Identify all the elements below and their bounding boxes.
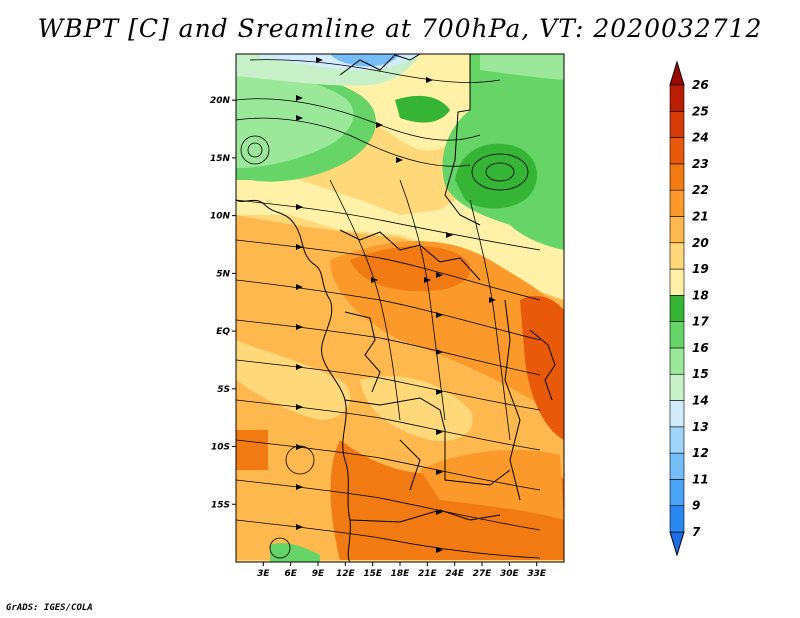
streamline-arrow xyxy=(371,277,378,283)
streamline-arrows xyxy=(296,57,496,553)
colorbar-segment xyxy=(669,479,685,507)
colorbar-label: 22 xyxy=(692,183,709,197)
colorbar-label: 20 xyxy=(692,236,709,250)
wbpt-shading xyxy=(236,54,564,562)
streamline-arrow xyxy=(296,484,303,490)
colorbar-segment xyxy=(669,242,685,270)
colorbar-label: 25 xyxy=(692,104,709,118)
colorbar-segment xyxy=(669,110,685,138)
map-title: WBPT [C] and Sreamline at 700hPa, VT: 20… xyxy=(37,14,763,43)
colorbar-segment xyxy=(669,505,685,533)
x-tick-label: 9E xyxy=(312,569,325,579)
colorbar-label: 11 xyxy=(692,472,709,486)
coastlines xyxy=(236,54,556,562)
streamline-arrow xyxy=(296,115,303,121)
x-tick-label: 21E xyxy=(418,569,438,579)
colorbar-segment xyxy=(669,400,685,428)
streamline-arrow xyxy=(436,547,443,553)
colorbar-segment xyxy=(669,163,685,191)
longitude-axis: 3E 6E 9E 12E 15E 18E 21E 24E 27E 30E 33E xyxy=(257,562,547,579)
colorbar-label: 23 xyxy=(692,157,709,171)
streamline-arrow xyxy=(436,469,443,475)
colorbar-segment xyxy=(669,268,685,296)
streamline-arrow xyxy=(296,404,303,410)
streamline-arrow xyxy=(436,349,443,355)
colorbar-segment xyxy=(669,295,685,322)
colorbar-label: 7 xyxy=(692,525,701,539)
colorbar-label: 9 xyxy=(692,499,700,513)
y-tick-label: 10S xyxy=(211,443,230,453)
x-tick-label: 6E xyxy=(284,569,297,579)
x-tick-label: 24E xyxy=(445,569,465,579)
colorbar-label: 15 xyxy=(692,367,709,381)
y-tick-label: 20N xyxy=(210,96,231,106)
streamline-arrow xyxy=(296,444,303,450)
y-tick-label: EQ xyxy=(216,327,230,337)
colorbar-label: 16 xyxy=(692,341,709,355)
x-tick-label: 33E xyxy=(527,569,547,579)
colorbar-label: 12 xyxy=(692,446,709,460)
colorbar-label: 13 xyxy=(692,420,709,434)
x-tick-label: 12E xyxy=(336,569,356,579)
streamline-arrow xyxy=(296,95,303,101)
colorbar-segment xyxy=(669,189,685,217)
y-tick-label: 5N xyxy=(216,269,230,279)
streamline-arrow xyxy=(489,297,496,303)
x-tick-label: 18E xyxy=(391,569,411,579)
streamline-arrow xyxy=(436,312,443,318)
y-tick-label: 5S xyxy=(217,385,230,395)
streamline-arrow xyxy=(436,389,443,395)
streamline-arrow xyxy=(296,524,303,530)
streamline-arrow xyxy=(436,272,443,278)
colorbar-label: 17 xyxy=(692,315,709,329)
colorbar-segment xyxy=(669,373,685,401)
colorbar-label: 26 xyxy=(692,78,709,92)
streamlines xyxy=(236,59,541,559)
streamline-arrow xyxy=(296,324,303,330)
x-tick-label: 30E xyxy=(500,569,520,579)
colorbar-segment xyxy=(669,321,685,349)
y-tick-label: 15S xyxy=(211,500,230,510)
streamline-arrow xyxy=(296,284,303,290)
y-tick-label: 10N xyxy=(210,212,231,222)
x-tick-label: 27E xyxy=(473,569,493,579)
streamline-arrow xyxy=(316,57,323,63)
y-tick-label: 15N xyxy=(210,154,231,164)
colorbar-segment xyxy=(669,426,685,454)
streamline-arrow xyxy=(296,364,303,370)
colorbar-segment xyxy=(669,452,685,480)
colorbar-bottom-arrow xyxy=(669,531,685,557)
streamline-arrow xyxy=(436,429,443,435)
streamline-arrow xyxy=(296,244,303,250)
credit-label: GrADS: IGES/COLA xyxy=(6,603,93,613)
streamline-arrow xyxy=(296,204,303,210)
colorbar-label: 19 xyxy=(692,262,709,276)
streamline-arrow xyxy=(376,122,383,128)
colorbar-segment xyxy=(669,84,685,112)
streamline-arrow xyxy=(446,232,453,238)
colorbar-label: 14 xyxy=(692,394,709,408)
colorbar-segment xyxy=(669,216,685,244)
x-tick-label: 3E xyxy=(257,569,270,579)
colorbar-label: 21 xyxy=(692,209,709,223)
x-tick-label: 15E xyxy=(363,569,383,579)
latitude-axis: 20N 15N 10N 5N EQ 5S 10S 15S xyxy=(210,96,236,510)
streamline-arrow xyxy=(424,277,431,283)
colorbar-top-arrow xyxy=(669,60,685,86)
colorbar-label: 18 xyxy=(692,288,709,302)
colorbar-segment xyxy=(669,137,685,165)
colorbar: 7 9 11 12 13 14 15 16 17 18 19 20 21 22 23 24 25 26 xyxy=(669,60,709,557)
colorbar-label: 24 xyxy=(692,131,709,145)
streamline-arrow xyxy=(426,77,433,83)
streamline-arrow xyxy=(396,157,403,163)
colorbar-segment xyxy=(669,347,685,375)
